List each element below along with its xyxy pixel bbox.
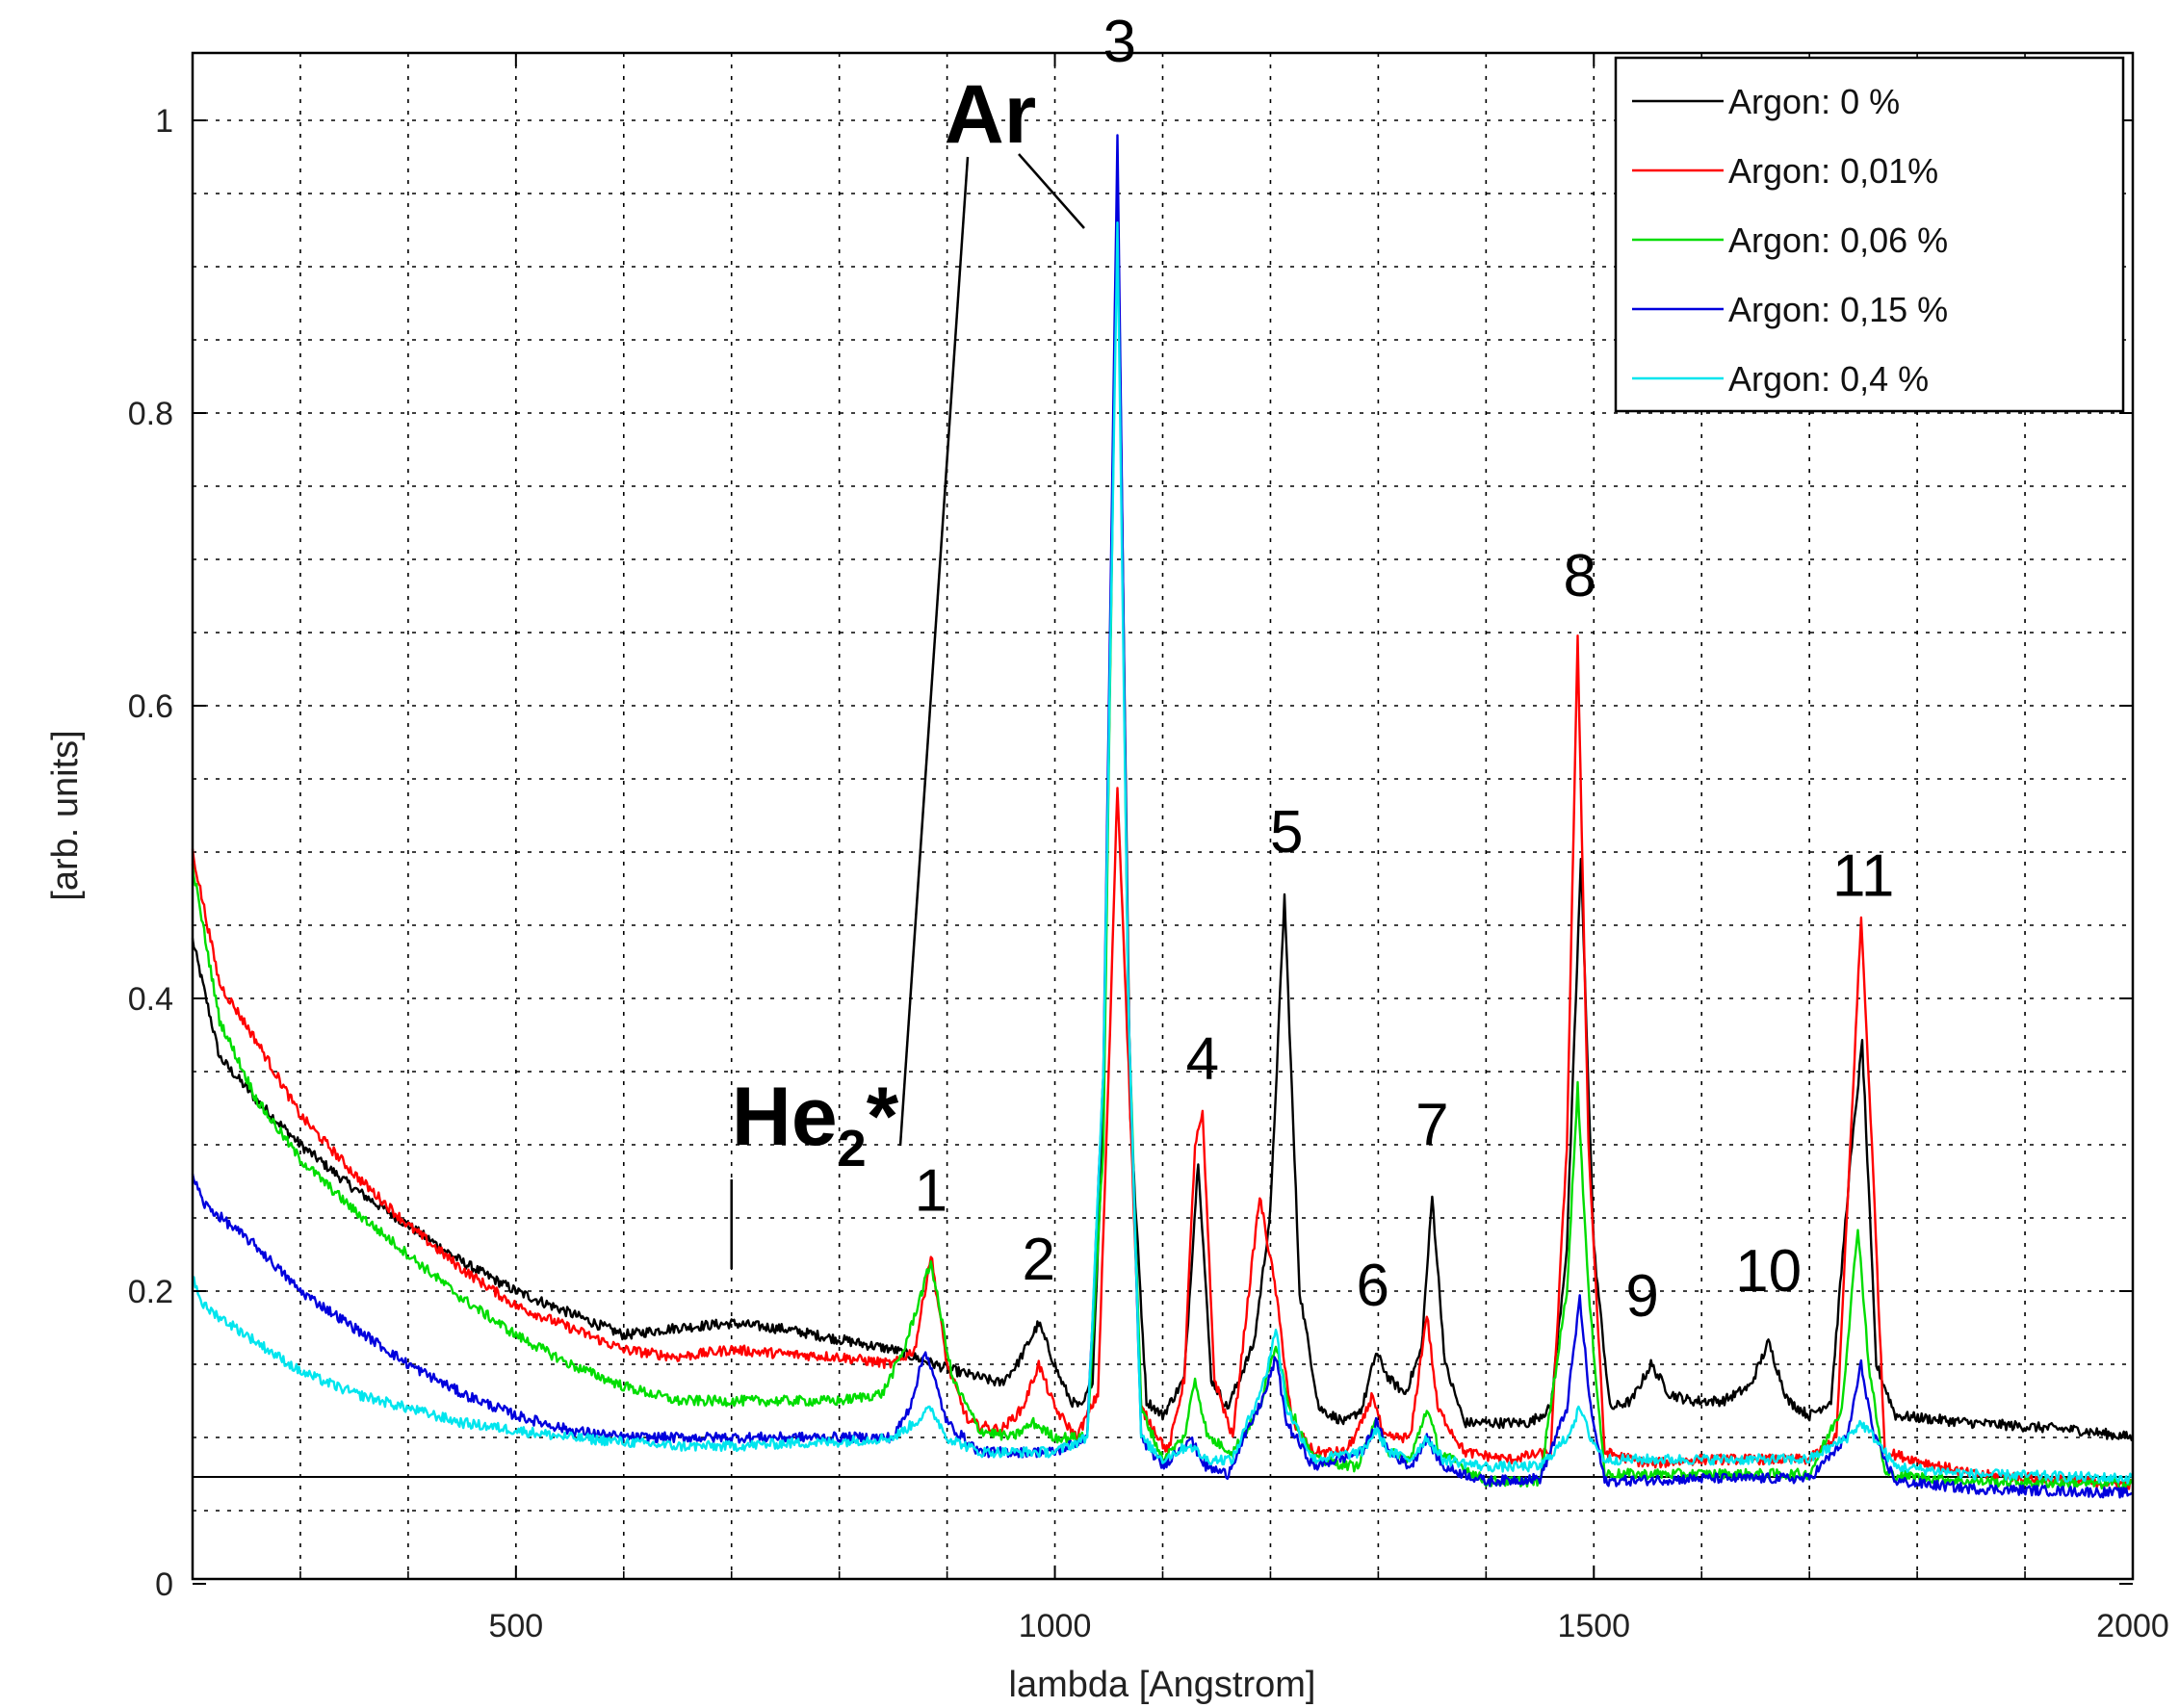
legend-label-3: Argon: 0,15 % [1728, 290, 1948, 329]
legend-label-4: Argon: 0,4 % [1728, 359, 1929, 399]
x-axis-title: lambda [Angstrom] [1009, 1665, 1316, 1705]
peak-label-6: 6 [1357, 1253, 1389, 1319]
peak-label-7: 7 [1415, 1092, 1448, 1158]
peak-label-5: 5 [1270, 799, 1303, 866]
peak-label-1: 1 [915, 1157, 947, 1224]
x-tick-label: 1500 [1557, 1608, 1630, 1644]
y-tick-label: 0.4 [128, 981, 173, 1018]
peak-label-3: 3 [1102, 9, 1135, 75]
peak-label-9: 9 [1625, 1263, 1658, 1330]
legend-label-1: Argon: 0,01% [1728, 151, 1938, 191]
ar-pointer-line-2 [1018, 153, 1085, 229]
x-tick-label: 2000 [2096, 1608, 2169, 1644]
x-tick-label: 1000 [1019, 1608, 1092, 1644]
series-line-0 [191, 172, 2135, 1441]
peak-label-11: 11 [1832, 843, 1894, 910]
legend-box [1614, 56, 2125, 413]
peak-label-10: 10 [1735, 1238, 1802, 1305]
y-tick-label: 0.6 [128, 688, 173, 725]
grid [193, 53, 2133, 1579]
series-lines [191, 134, 2135, 1499]
series-line-4 [192, 221, 2135, 1485]
y-axis-title: [arb. units] [45, 730, 86, 900]
legend: Argon: 0 % Argon: 0,01% Argon: 0,06 % Argon… [1614, 56, 2125, 413]
y-tick-label: 1 [155, 103, 173, 140]
he2-label: He2* [732, 1071, 899, 1177]
peak-label-4: 4 [1186, 1026, 1219, 1093]
legend-label-0: Argon: 0 % [1728, 82, 1900, 121]
y-tick-label: 0.2 [128, 1274, 173, 1310]
ar-pointer-line-1 [898, 156, 970, 1147]
ar-label: Ar [945, 68, 1037, 161]
peak-label-2: 2 [1023, 1227, 1055, 1293]
annotations: 1 2 3 4 5 6 7 8 9 10 11 Ar He2* [730, 9, 1894, 1330]
series-line-3 [191, 134, 2134, 1499]
peak-label-8: 8 [1563, 543, 1595, 609]
y-tick-label: 0 [155, 1566, 173, 1603]
legend-label-2: Argon: 0,06 % [1728, 220, 1948, 260]
x-tick-label: 500 [488, 1608, 543, 1644]
y-tick-label: 0.8 [128, 396, 173, 432]
axis-ticks: 500 1000 1500 2000 0 0.2 0.4 0.6 0.8 1 [128, 53, 2169, 1644]
